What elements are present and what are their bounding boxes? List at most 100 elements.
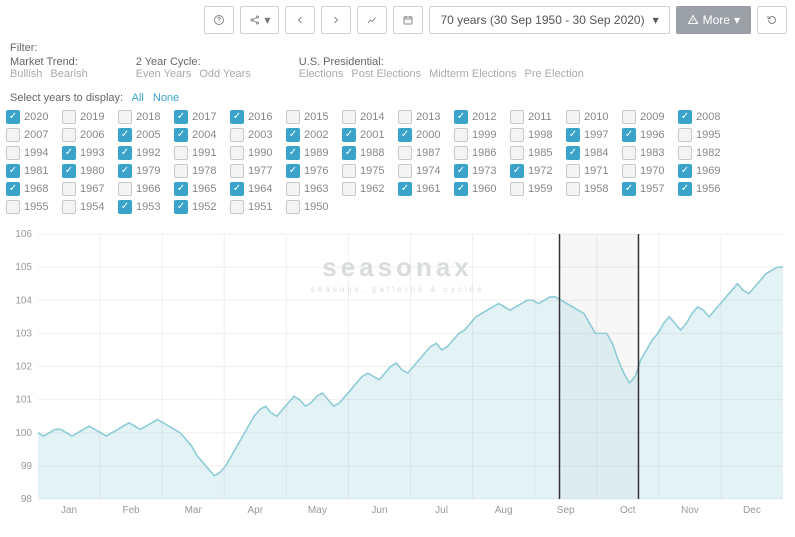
year-checkbox[interactable]: 1992	[118, 146, 174, 160]
range-selector[interactable]: 70 years (30 Sep 1950 - 30 Sep 2020)▾	[429, 6, 669, 34]
year-checkbox[interactable]: 2011	[510, 110, 566, 124]
year-checkbox[interactable]: 1980	[62, 164, 118, 178]
year-checkbox[interactable]: 2020	[6, 110, 62, 124]
year-checkbox[interactable]: 1982	[678, 146, 734, 160]
year-checkbox[interactable]: 1987	[398, 146, 454, 160]
year-checkbox[interactable]: 1988	[342, 146, 398, 160]
year-checkbox[interactable]: 2010	[566, 110, 622, 124]
year-checkbox[interactable]: 2015	[286, 110, 342, 124]
year-checkbox[interactable]: 1963	[286, 182, 342, 196]
year-checkbox[interactable]: 2007	[6, 128, 62, 142]
year-checkbox[interactable]: 1953	[118, 200, 174, 214]
year-checkbox[interactable]: 2008	[678, 110, 734, 124]
year-checkbox[interactable]: 2009	[622, 110, 678, 124]
year-label: 1967	[80, 183, 104, 195]
year-checkbox[interactable]: 1996	[622, 128, 678, 142]
year-checkbox[interactable]: 2018	[118, 110, 174, 124]
year-checkbox[interactable]: 1971	[566, 164, 622, 178]
reset-icon[interactable]	[757, 6, 787, 34]
year-checkbox[interactable]: 1975	[342, 164, 398, 178]
year-checkbox[interactable]: 1994	[6, 146, 62, 160]
year-checkbox[interactable]: 1976	[286, 164, 342, 178]
filter-option[interactable]: Bearish	[50, 68, 87, 80]
filter-option[interactable]: Elections	[299, 68, 344, 80]
year-checkbox[interactable]: 1952	[174, 200, 230, 214]
year-checkbox[interactable]: 1985	[510, 146, 566, 160]
year-checkbox[interactable]: 2012	[454, 110, 510, 124]
year-checkbox[interactable]: 1957	[622, 182, 678, 196]
year-label: 1987	[416, 147, 440, 159]
filter-option[interactable]: Even Years	[136, 68, 192, 80]
year-label: 2013	[416, 111, 440, 123]
year-checkbox[interactable]: 1962	[342, 182, 398, 196]
year-label: 2016	[248, 111, 272, 123]
year-checkbox[interactable]: 1979	[118, 164, 174, 178]
year-checkbox[interactable]: 1961	[398, 182, 454, 196]
chart-icon[interactable]	[357, 6, 387, 34]
year-checkbox[interactable]: 1993	[62, 146, 118, 160]
year-checkbox[interactable]: 1977	[230, 164, 286, 178]
year-checkbox[interactable]: 1974	[398, 164, 454, 178]
seasonal-chart: seasonax SEASONS, PATTERNS & CYCLES 9899…	[8, 224, 787, 529]
checkbox-icon	[286, 200, 300, 214]
year-checkbox[interactable]: 2017	[174, 110, 230, 124]
year-checkbox[interactable]: 1966	[118, 182, 174, 196]
year-checkbox[interactable]: 1955	[6, 200, 62, 214]
year-checkbox[interactable]: 1997	[566, 128, 622, 142]
select-none[interactable]: None	[153, 92, 179, 104]
year-checkbox[interactable]: 1990	[230, 146, 286, 160]
year-checkbox[interactable]: 1956	[678, 182, 734, 196]
share-icon[interactable]: ▾	[240, 6, 279, 34]
year-checkbox[interactable]: 2016	[230, 110, 286, 124]
year-checkbox[interactable]: 1973	[454, 164, 510, 178]
filter-option[interactable]: Bullish	[10, 68, 42, 80]
year-checkbox[interactable]: 1968	[6, 182, 62, 196]
checkbox-icon	[622, 164, 636, 178]
year-checkbox[interactable]: 2014	[342, 110, 398, 124]
year-checkbox[interactable]: 2006	[62, 128, 118, 142]
year-checkbox[interactable]: 2019	[62, 110, 118, 124]
year-checkbox[interactable]: 1999	[454, 128, 510, 142]
year-checkbox[interactable]: 1989	[286, 146, 342, 160]
year-checkbox[interactable]: 1978	[174, 164, 230, 178]
more-button[interactable]: More▾	[676, 6, 751, 34]
year-checkbox[interactable]: 1984	[566, 146, 622, 160]
year-checkbox[interactable]: 1951	[230, 200, 286, 214]
year-label: 1957	[640, 183, 664, 195]
next-icon[interactable]	[321, 6, 351, 34]
year-checkbox[interactable]: 1986	[454, 146, 510, 160]
year-checkbox[interactable]: 1967	[62, 182, 118, 196]
help-icon[interactable]	[204, 6, 234, 34]
year-label: 1958	[584, 183, 608, 195]
year-checkbox[interactable]: 1991	[174, 146, 230, 160]
filter-option[interactable]: Midterm Elections	[429, 68, 516, 80]
year-checkbox[interactable]: 1958	[566, 182, 622, 196]
year-checkbox[interactable]: 2003	[230, 128, 286, 142]
year-checkbox[interactable]: 2001	[342, 128, 398, 142]
year-checkbox[interactable]: 1981	[6, 164, 62, 178]
year-checkbox[interactable]: 1954	[62, 200, 118, 214]
year-checkbox[interactable]: 1970	[622, 164, 678, 178]
year-checkbox[interactable]: 1964	[230, 182, 286, 196]
year-checkbox[interactable]: 1998	[510, 128, 566, 142]
year-checkbox[interactable]: 1965	[174, 182, 230, 196]
year-checkbox[interactable]: 2005	[118, 128, 174, 142]
select-all[interactable]: All	[132, 92, 144, 104]
prev-icon[interactable]	[285, 6, 315, 34]
year-checkbox[interactable]: 1950	[286, 200, 342, 214]
year-checkbox[interactable]: 1960	[454, 182, 510, 196]
year-checkbox[interactable]: 1969	[678, 164, 734, 178]
filter-option[interactable]: Odd Years	[199, 68, 250, 80]
year-checkbox[interactable]: 2013	[398, 110, 454, 124]
year-checkbox[interactable]: 1995	[678, 128, 734, 142]
year-checkbox[interactable]: 1983	[622, 146, 678, 160]
filter-option[interactable]: Pre Election	[525, 68, 584, 80]
year-checkbox[interactable]: 2004	[174, 128, 230, 142]
svg-text:106: 106	[15, 229, 32, 240]
year-checkbox[interactable]: 1959	[510, 182, 566, 196]
year-checkbox[interactable]: 2000	[398, 128, 454, 142]
calendar-icon[interactable]	[393, 6, 423, 34]
year-checkbox[interactable]: 2002	[286, 128, 342, 142]
year-checkbox[interactable]: 1972	[510, 164, 566, 178]
filter-option[interactable]: Post Elections	[351, 68, 421, 80]
